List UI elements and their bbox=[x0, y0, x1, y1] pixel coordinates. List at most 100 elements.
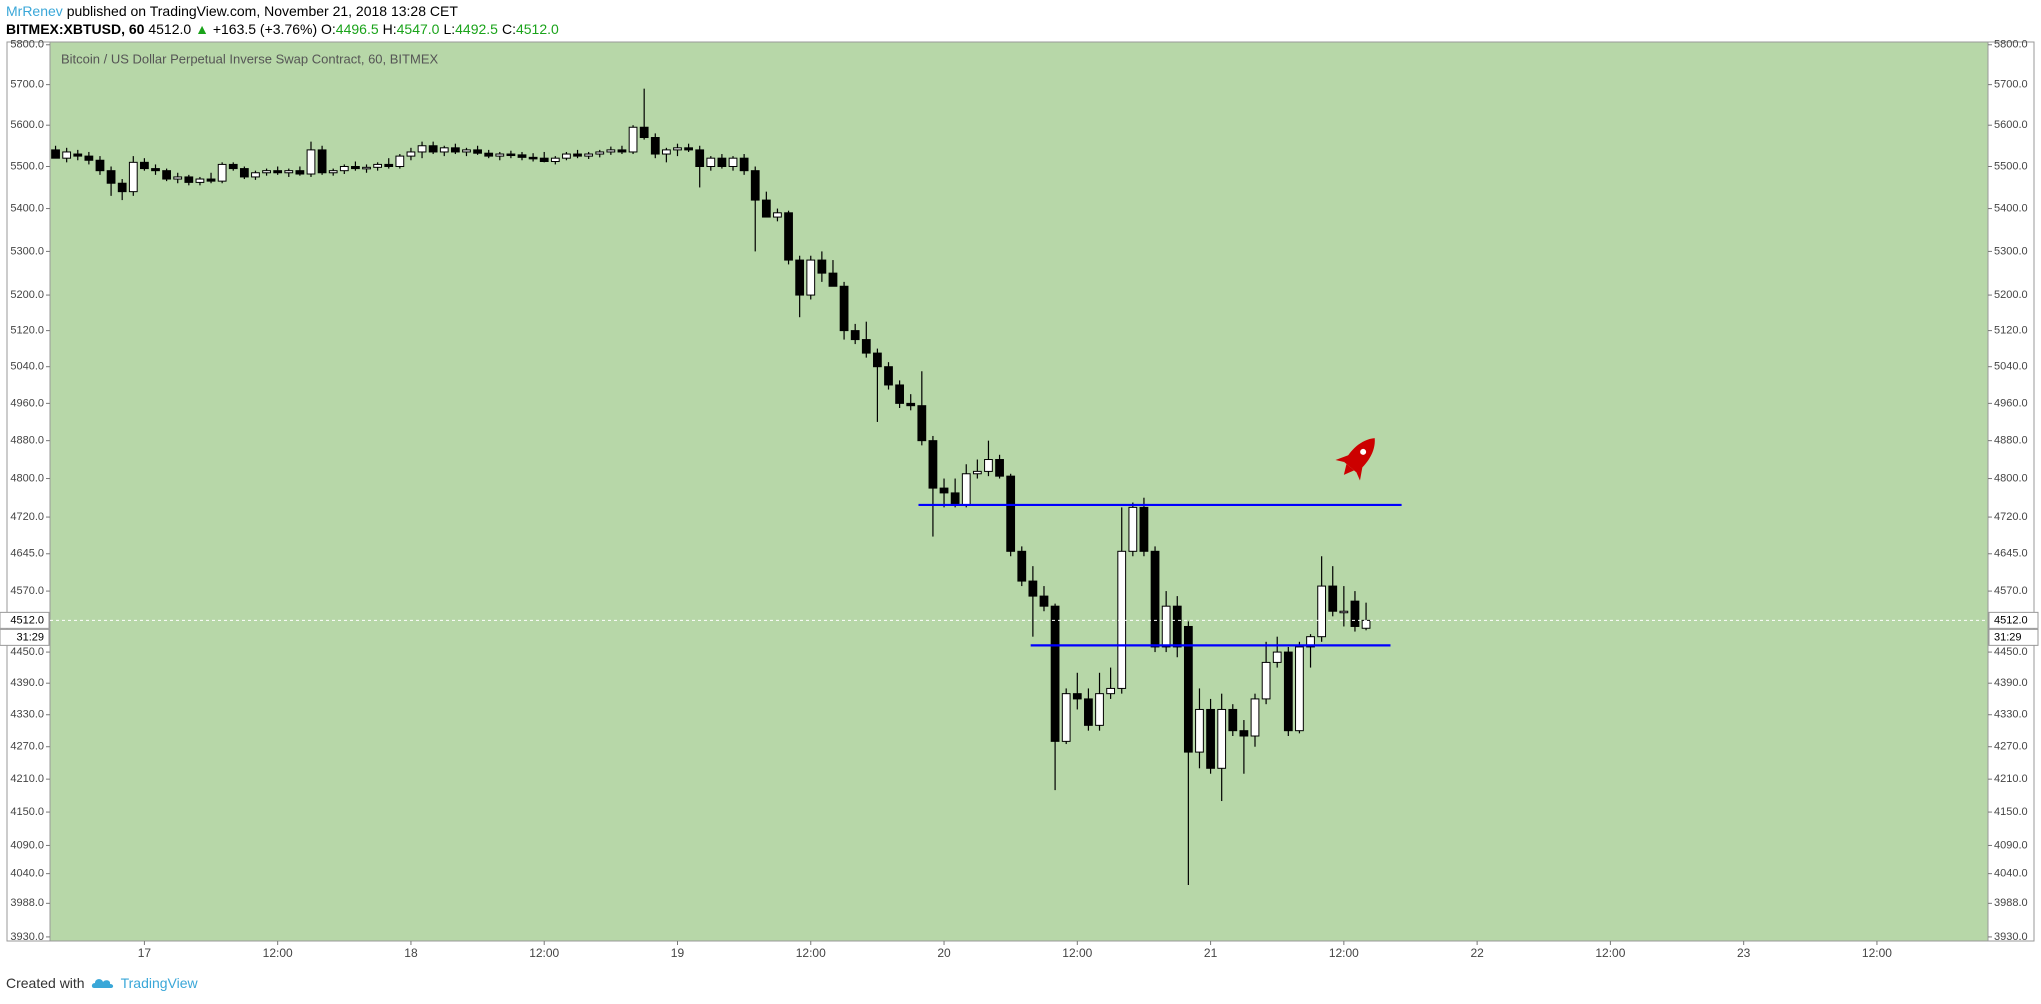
candle-body bbox=[706, 157, 716, 168]
rocket-icon bbox=[1335, 438, 1375, 481]
candle-body bbox=[1272, 651, 1282, 663]
candle-body bbox=[1095, 693, 1104, 726]
candle-body bbox=[639, 126, 649, 139]
candle-body bbox=[573, 153, 582, 157]
candle-body bbox=[717, 157, 727, 168]
y-tick-label: 5040.0 bbox=[10, 361, 44, 373]
x-tick-label: 19 bbox=[671, 946, 685, 960]
candle-body bbox=[51, 149, 60, 159]
change: +163.5 (+3.76%) bbox=[212, 21, 318, 37]
y-tick-label: 5120.0 bbox=[10, 325, 44, 337]
candle-body bbox=[273, 170, 283, 174]
candle-body bbox=[206, 178, 216, 182]
ohlc-key: C: bbox=[501, 21, 516, 37]
x-tick-label: 23 bbox=[1737, 946, 1751, 960]
y-tick-label: 5040.0 bbox=[1994, 361, 2028, 373]
candle-body bbox=[295, 170, 305, 175]
candle-body bbox=[884, 366, 893, 386]
candle-body bbox=[1283, 651, 1293, 732]
candle-body bbox=[1239, 730, 1249, 737]
candle-body bbox=[439, 147, 449, 153]
y-tick-label: 3930.0 bbox=[10, 931, 44, 943]
y-tick-label: 5700.0 bbox=[10, 79, 44, 91]
candle-body bbox=[1250, 698, 1260, 737]
ohlc-value: 4547.0 bbox=[396, 21, 440, 37]
y-tick-label: 4150.0 bbox=[10, 806, 44, 818]
y-tick-label: 5600.0 bbox=[1994, 119, 2028, 131]
y-tick-label: 4270.0 bbox=[1994, 741, 2028, 753]
countdown: 31:29 bbox=[1994, 631, 2022, 643]
y-tick-label: 4720.0 bbox=[1994, 511, 2028, 523]
ohlc-key: H: bbox=[382, 21, 397, 37]
ohlc: O:4496.5 H:4547.0 L:4492.5 C:4512.0 bbox=[321, 21, 563, 37]
candle-body bbox=[1139, 506, 1149, 552]
candle-body bbox=[750, 170, 760, 201]
candle-body bbox=[1028, 580, 1038, 597]
last-price-label: 4512.0 bbox=[1994, 614, 2028, 626]
y-tick-label: 4720.0 bbox=[10, 511, 44, 523]
candle-body bbox=[684, 147, 693, 151]
candle-body bbox=[484, 152, 494, 157]
candle-body bbox=[761, 199, 771, 218]
brand[interactable]: TradingView bbox=[120, 975, 198, 991]
y-tick-label: 4390.0 bbox=[1994, 677, 2028, 689]
candle-body bbox=[1017, 550, 1027, 582]
author[interactable]: MrRenev bbox=[6, 3, 63, 19]
candle-body bbox=[317, 149, 327, 174]
candle-body bbox=[62, 151, 72, 159]
y-tick-label: 5400.0 bbox=[10, 202, 44, 214]
y-tick-label: 4645.0 bbox=[1994, 548, 2028, 560]
candle-body bbox=[661, 149, 671, 155]
candle-body bbox=[328, 170, 338, 174]
candle-body bbox=[151, 168, 160, 172]
candle-body bbox=[384, 163, 394, 168]
y-tick-label: 3988.0 bbox=[10, 897, 44, 909]
candle-body bbox=[1317, 585, 1327, 638]
y-tick-label: 4090.0 bbox=[1994, 839, 2028, 851]
y-tick-label: 5200.0 bbox=[1994, 289, 2028, 301]
candle-body bbox=[117, 182, 127, 193]
arrow: ▲ bbox=[195, 21, 209, 37]
candle-body bbox=[606, 149, 616, 153]
candle-body bbox=[584, 153, 594, 157]
candle-body bbox=[1361, 619, 1371, 629]
candle-body bbox=[939, 487, 949, 494]
countdown: 31:29 bbox=[16, 631, 44, 643]
y-tick-label: 5200.0 bbox=[10, 289, 44, 301]
candle-body bbox=[873, 352, 882, 368]
y-tick-label: 4800.0 bbox=[10, 472, 44, 484]
candle-body bbox=[339, 166, 349, 172]
candle-body bbox=[517, 154, 527, 158]
candle-body bbox=[184, 176, 194, 183]
candle-body bbox=[73, 153, 83, 157]
y-tick-label: 4960.0 bbox=[10, 397, 44, 409]
y-tick-label: 4450.0 bbox=[1994, 646, 2028, 658]
candle-body bbox=[84, 155, 94, 161]
price-label-box bbox=[0, 611, 50, 629]
candle-body bbox=[562, 153, 571, 159]
candle-body bbox=[1061, 693, 1071, 742]
candle-body bbox=[239, 168, 249, 178]
y-tick-label: 5300.0 bbox=[1994, 245, 2028, 257]
candle-body bbox=[1350, 600, 1360, 627]
candle-body bbox=[817, 259, 827, 274]
y-tick-label: 4150.0 bbox=[1994, 806, 2028, 818]
candle-body bbox=[795, 259, 805, 296]
candle-body bbox=[306, 149, 316, 175]
candle-body bbox=[373, 163, 383, 168]
x-tick-label: 12:00 bbox=[1862, 946, 1892, 960]
candle-body bbox=[173, 176, 183, 180]
y-tick-label: 4090.0 bbox=[10, 839, 44, 851]
candle-body bbox=[739, 157, 749, 172]
countdown-box bbox=[0, 628, 50, 646]
x-tick-label: 12:00 bbox=[529, 946, 559, 960]
candle-body bbox=[95, 159, 105, 172]
candle-body bbox=[1328, 585, 1338, 612]
candle-body bbox=[950, 492, 960, 506]
x-tick-label: 12:00 bbox=[1329, 946, 1359, 960]
candle-body bbox=[351, 166, 360, 170]
y-tick-label: 4210.0 bbox=[10, 773, 44, 785]
candle-body bbox=[784, 212, 793, 261]
